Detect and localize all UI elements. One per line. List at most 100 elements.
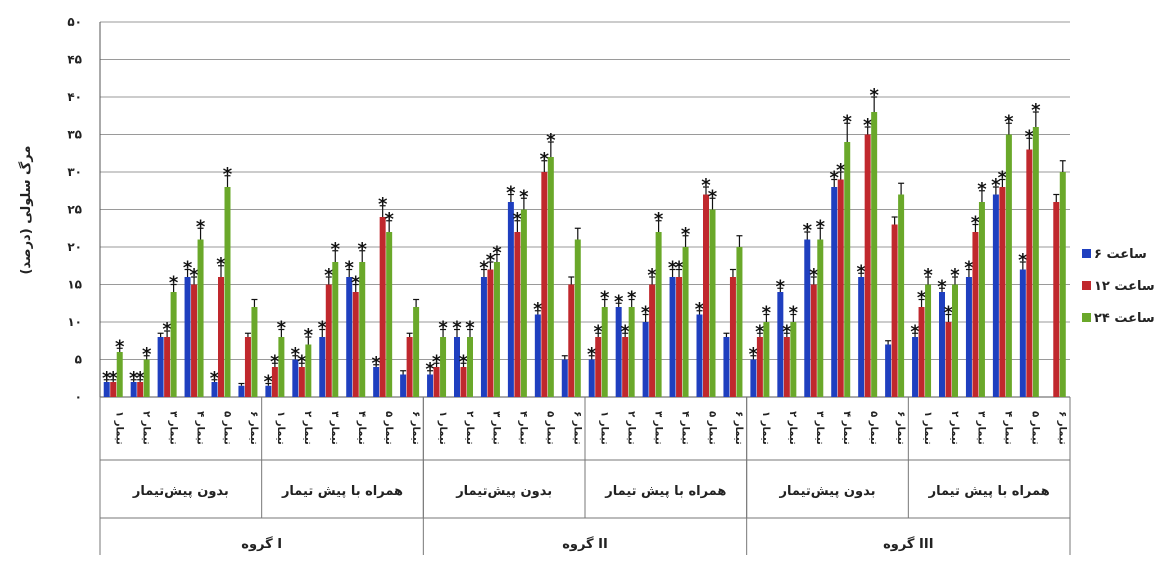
y-tick-label: ۵۰ <box>67 15 82 29</box>
bar <box>817 239 824 397</box>
significance-star: * <box>1025 126 1035 147</box>
bar <box>595 337 602 397</box>
significance-star: * <box>540 149 550 170</box>
group-label: گروه I <box>241 536 282 552</box>
significance-star: * <box>749 344 759 365</box>
bar <box>454 337 460 397</box>
significance-star: * <box>701 175 711 196</box>
bar <box>184 277 191 397</box>
category-label: تیمار ۵ <box>383 411 394 445</box>
significance-star: * <box>950 265 960 286</box>
significance-star: * <box>486 250 496 271</box>
bar <box>925 284 932 397</box>
category-label: تیمار ۶ <box>733 411 744 445</box>
subgroup-label: بدون پیش‌تیمار <box>779 484 876 499</box>
significance-star: * <box>937 276 947 297</box>
significance-star: * <box>782 321 792 342</box>
bar <box>992 194 999 397</box>
significance-star: * <box>438 318 448 339</box>
bar <box>939 292 945 397</box>
bar <box>972 232 979 397</box>
subgroup-label: همراه با پیش تیمار <box>928 484 1050 499</box>
bar <box>224 187 231 397</box>
significance-star: * <box>991 175 1001 196</box>
category-label: تیمار ۵ <box>545 411 556 445</box>
bar <box>406 337 413 397</box>
bar <box>244 337 251 397</box>
bar <box>440 337 447 397</box>
significance-star: * <box>923 265 933 286</box>
significance-star: * <box>109 368 119 389</box>
bar <box>736 247 743 397</box>
bar <box>588 359 595 397</box>
category-label: تیمار ۱ <box>760 411 771 445</box>
category-label: تیمار ۳ <box>976 411 987 445</box>
significance-star: * <box>115 336 125 357</box>
category-label: تیمار ۲ <box>787 411 798 445</box>
bar <box>622 337 629 397</box>
category-label: تیمار ۳ <box>491 411 502 445</box>
significance-star: * <box>318 318 328 339</box>
bar <box>601 307 608 397</box>
bar <box>251 307 258 397</box>
bar <box>615 307 622 397</box>
y-tick-label: ۵ <box>75 353 82 367</box>
bar <box>493 262 500 397</box>
bar <box>978 202 985 397</box>
bar <box>561 359 568 397</box>
significance-star: * <box>977 179 987 200</box>
significance-star: * <box>843 111 853 132</box>
bar <box>568 284 575 397</box>
bar <box>898 194 905 397</box>
category-label: تیمار ۴ <box>518 411 529 445</box>
category-label: تیمار ۱ <box>922 411 933 445</box>
significance-star: * <box>210 368 220 389</box>
bar <box>110 382 117 397</box>
significance-star: * <box>695 299 705 320</box>
bar <box>547 157 554 397</box>
category-label: تیمار ۲ <box>140 411 151 445</box>
bar <box>1005 134 1012 397</box>
category-label: تیمار ۲ <box>949 411 960 445</box>
bar <box>170 292 177 397</box>
bar <box>191 284 198 397</box>
bar <box>514 232 521 397</box>
y-tick-label: ۲۵ <box>67 203 82 217</box>
subgroup-label: بدون پیش‌تیمار <box>132 484 229 499</box>
bar <box>137 382 144 397</box>
significance-star: * <box>102 368 112 389</box>
category-label: تیمار ۲ <box>625 411 636 445</box>
bar <box>729 277 736 397</box>
significance-star: * <box>324 265 334 286</box>
significance-star: * <box>452 318 462 339</box>
category-label: تیمار ۱ <box>275 411 286 445</box>
category-label: تیمار ۶ <box>248 411 259 445</box>
category-label: تیمار ۱ <box>437 411 448 445</box>
bar <box>891 224 898 397</box>
y-tick-label: ۱۵ <box>67 278 82 292</box>
significance-star: * <box>135 368 145 389</box>
bar <box>211 382 218 397</box>
group-label: گروه II <box>562 536 608 552</box>
significance-star: * <box>479 258 489 279</box>
bar <box>130 382 137 397</box>
group-label: گروه III <box>883 536 933 552</box>
bar <box>844 142 851 397</box>
significance-star: * <box>492 243 502 264</box>
bar <box>1019 269 1026 397</box>
bar <box>790 322 797 397</box>
subgroup-label: بدون پیش‌تیمار <box>455 484 552 499</box>
bar <box>628 307 635 397</box>
significance-star: * <box>674 258 684 279</box>
bar <box>265 385 272 397</box>
significance-star: * <box>600 288 610 309</box>
bar <box>520 209 527 397</box>
significance-star: * <box>614 291 624 312</box>
significance-star: * <box>432 351 442 372</box>
bar <box>777 292 784 397</box>
significance-star: * <box>910 321 920 342</box>
subgroup-label: همراه با پیش تیمار <box>281 484 403 499</box>
significance-star: * <box>1004 111 1014 132</box>
significance-star: * <box>425 359 435 380</box>
